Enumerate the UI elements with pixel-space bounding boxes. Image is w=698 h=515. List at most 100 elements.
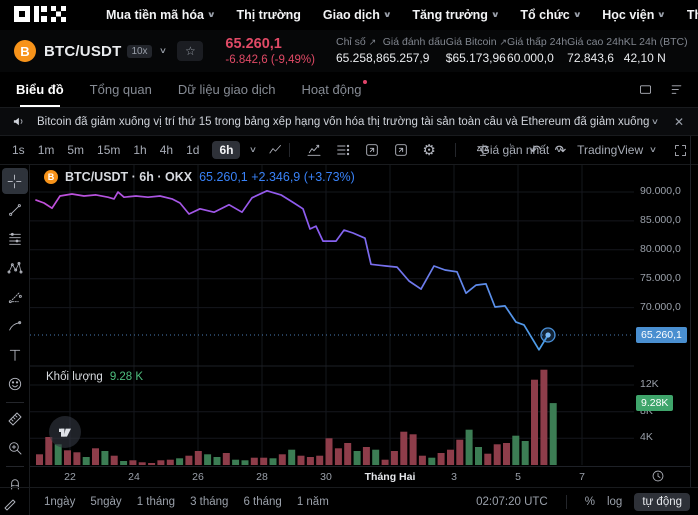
chart-toolbar: 1s 1m 5m 15m 1h 4h 1d 6h ∨ ⚙ ↶ ↷ Giá gần nhất ∨ T…	[0, 136, 698, 165]
nav-item-3[interactable]: Tăng trưởng ∨	[412, 8, 500, 22]
toolbar-divider	[509, 143, 511, 157]
chart-legend: B BTC/USDT · 6h · OKX 65.260,1 +2.346,9 …	[44, 170, 355, 184]
price-block: 65.260,1 -6.842,6 (-9,49%)	[225, 35, 315, 68]
okx-logo[interactable]	[14, 6, 66, 24]
range-3[interactable]: 3 tháng	[190, 495, 229, 508]
timeframe-1s[interactable]: 1s	[12, 143, 25, 157]
alert-scale-icon[interactable]	[475, 142, 491, 158]
zoom-in-tool[interactable]	[2, 435, 28, 461]
redo-icon[interactable]: ↷	[554, 142, 567, 158]
notification-dot	[363, 80, 368, 84]
timeframe-4h[interactable]: 4h	[159, 143, 174, 157]
news-close-icon[interactable]: ✕	[673, 114, 684, 129]
timeframe-1m[interactable]: 1m	[37, 143, 55, 157]
timeframe-1d[interactable]: 1d	[186, 143, 200, 157]
favorite-star-button[interactable]: ☆	[177, 41, 204, 61]
tab-0[interactable]: Biểu đồ	[16, 72, 64, 107]
nav-item-6[interactable]: Thêm∨	[686, 8, 698, 22]
toolbar-divider	[454, 143, 456, 157]
ticker-bar: B BTC/USDT 10x ∨ ☆ 65.260,1 -6.842,6 (-9…	[0, 30, 698, 72]
percent-scale-button[interactable]: %	[584, 495, 595, 508]
range-0[interactable]: 1ngày	[44, 495, 76, 508]
chevron-down-icon: ∨	[572, 10, 582, 19]
nav-item-5[interactable]: Học viện ∨	[602, 8, 667, 22]
price-tick: 75.000,0	[640, 271, 681, 284]
tab-2[interactable]: Dữ liệu giao dịch	[177, 82, 276, 97]
price-axis[interactable]: 90.000,0 85.000,0 80.000,0 75.000,0 70.000,0…	[634, 165, 690, 466]
timeframe-6h[interactable]: 6h	[212, 141, 241, 159]
nav-item-2[interactable]: Giao dịch ∨	[322, 8, 392, 22]
time-tick: 26	[192, 471, 204, 483]
clock-utc[interactable]: 02:07:20 UTC	[476, 495, 548, 508]
bottom-divider	[565, 494, 567, 509]
range-1[interactable]: 5ngày	[90, 495, 122, 508]
price-mode-chevron-icon[interactable]: ∨	[555, 145, 564, 154]
time-tick: 30	[320, 471, 332, 483]
fib-retracement-tool[interactable]	[2, 226, 28, 252]
log-scale-button[interactable]: log	[606, 495, 623, 508]
external-link-icon[interactable]: ↗	[499, 37, 508, 48]
time-axis[interactable]: 22 24 26 28 30 Tháng Hai 3 5 7	[30, 466, 690, 487]
settings-gear-icon[interactable]: ⚙	[422, 141, 436, 159]
range-5[interactable]: 1 năm	[296, 495, 329, 508]
nav-item-1[interactable]: Thị trường	[236, 8, 301, 22]
fullscreen-expand-icon[interactable]	[673, 143, 688, 158]
save-layout-icon[interactable]	[393, 142, 409, 158]
emoji-tool[interactable]	[2, 371, 28, 397]
chevron-down-icon: ∨	[382, 10, 392, 19]
price-chart-plot[interactable]	[30, 165, 634, 466]
range-2[interactable]: 1 tháng	[136, 495, 176, 508]
time-tick: 7	[579, 471, 585, 483]
metrics-icon[interactable]	[335, 142, 351, 158]
vendor-chevron-icon[interactable]: ∨	[648, 145, 658, 154]
vendor-select[interactable]: TradingView	[577, 143, 644, 157]
popout-window-icon[interactable]	[638, 82, 653, 97]
toolbar-divider	[5, 402, 24, 403]
nav-item-0[interactable]: Mua tiền mã hóa ∨	[106, 8, 216, 22]
timeframe-15m[interactable]: 15m	[97, 143, 121, 157]
ticker-stat-2: Giá Bitcoin ↗ $65.173,96	[445, 36, 508, 65]
text-tool[interactable]	[2, 342, 28, 368]
layout-list-icon[interactable]	[669, 82, 684, 97]
volume-value: 9.28 K	[109, 371, 144, 383]
template-icon[interactable]	[364, 142, 380, 158]
xabcd-pattern-tool[interactable]	[2, 255, 28, 281]
pencil-icon[interactable]	[3, 496, 19, 515]
tab-1[interactable]: Tổng quan	[89, 82, 152, 97]
pair-name[interactable]: BTC/USDT	[44, 42, 122, 60]
chart-style-line-icon[interactable]	[268, 143, 283, 158]
timeframe-chevron-icon[interactable]: ∨	[249, 145, 258, 154]
forecast-tool[interactable]	[2, 284, 28, 310]
timeframe-5m[interactable]: 5m	[67, 143, 85, 157]
auto-scale-button[interactable]: tự động	[634, 492, 690, 511]
undo-icon[interactable]: ↶	[529, 142, 542, 158]
trend-line-tool[interactable]	[2, 197, 28, 223]
price-tick: 70.000,0	[640, 300, 681, 313]
news-expand-chevron-icon[interactable]: ∨	[650, 116, 660, 126]
volume-tick: 12K	[640, 378, 659, 390]
chevron-down-icon: ∨	[490, 10, 500, 19]
pair-chevron-down-icon[interactable]: ∨	[158, 46, 167, 55]
time-tick: Tháng Hai	[364, 471, 416, 483]
brush-tool[interactable]	[2, 313, 28, 339]
toolbar-divider	[289, 143, 291, 157]
ruler-tool[interactable]	[2, 406, 28, 432]
nav-item-4[interactable]: Tổ chức ∨	[520, 8, 582, 22]
ticker-stat-4: Giá cao 24h 72.843,6	[567, 36, 624, 65]
magnet-tool[interactable]	[2, 470, 28, 496]
last-price: 65.260,1	[225, 35, 282, 52]
news-headline[interactable]: Bitcoin đã giảm xuống vị trí thứ 15 tron…	[37, 115, 653, 128]
announcement-speaker-icon	[12, 114, 27, 129]
drawing-toolbar	[0, 165, 30, 515]
price-mode-select[interactable]: Giá gần nhất	[480, 143, 550, 157]
top-nav: Mua tiền mã hóa ∨ Thị trường Giao dịch ∨ Tăng…	[0, 0, 698, 30]
indicators-icon[interactable]	[306, 142, 322, 158]
timeframe-1h[interactable]: 1h	[133, 143, 147, 157]
range-4[interactable]: 6 tháng	[243, 495, 282, 508]
crosshair-tool[interactable]	[1, 168, 28, 194]
tab-3[interactable]: Hoạt động	[301, 72, 368, 107]
external-link-icon[interactable]: ↗	[368, 37, 377, 48]
volume-legend: Khối lượng 9.28 K	[46, 371, 143, 383]
current-price-badge: 65.260,1	[636, 327, 687, 343]
timezone-clock-icon[interactable]	[651, 469, 665, 488]
